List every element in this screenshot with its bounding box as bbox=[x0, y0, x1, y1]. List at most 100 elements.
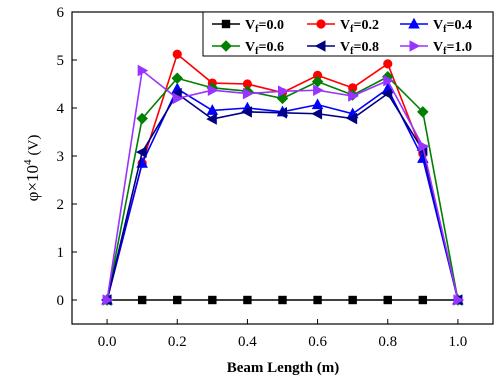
x-tick-label: 0.6 bbox=[308, 334, 327, 350]
svg-text:φ×104(V): φ×104 (V) bbox=[22, 135, 42, 202]
legend-label-sub: f bbox=[443, 24, 447, 35]
legend-label-rest: =0.2 bbox=[353, 18, 378, 33]
data-point bbox=[383, 59, 393, 69]
legend-label-base: V bbox=[340, 18, 350, 33]
data-point bbox=[313, 84, 324, 97]
y-axis: 0 1 2 3 4 5 6 bbox=[57, 5, 77, 309]
data-point bbox=[453, 294, 465, 306]
x-tick-label: 0.0 bbox=[98, 334, 117, 350]
data-point bbox=[241, 106, 252, 118]
data-point bbox=[137, 295, 147, 305]
legend-item: Vf=0.2 bbox=[307, 18, 379, 35]
legend-item: Vf=0.8 bbox=[307, 40, 379, 57]
legend-box bbox=[202, 11, 494, 57]
series-line bbox=[106, 69, 459, 301]
legend-label: Vf=0.2 bbox=[340, 18, 379, 35]
data-point bbox=[207, 84, 219, 97]
data-point bbox=[348, 295, 357, 305]
data-point bbox=[417, 106, 429, 118]
y-tick-label: 6 bbox=[57, 5, 65, 21]
legend-item: Vf=0.0 bbox=[212, 18, 284, 35]
data-point bbox=[171, 72, 184, 85]
legend-label-base: V bbox=[245, 40, 255, 55]
data-point bbox=[173, 295, 182, 305]
legend-label-sub: f bbox=[443, 46, 447, 57]
data-point bbox=[276, 107, 288, 119]
y-axis-title-exponent: 4 bbox=[22, 159, 34, 165]
legend-label-base: V bbox=[433, 18, 443, 33]
data-point bbox=[208, 295, 217, 305]
series-layer bbox=[100, 49, 465, 306]
data-point bbox=[276, 92, 289, 105]
data-point bbox=[348, 90, 359, 102]
data-point bbox=[277, 85, 289, 97]
x-axis: 0.0 0.2 0.4 0.6 0.8 1.0 bbox=[98, 319, 468, 350]
data-point bbox=[243, 295, 252, 305]
y-tick-label: 3 bbox=[57, 149, 65, 165]
legend-label: Vf=0.4 bbox=[433, 18, 472, 35]
x-axis-title: Beam Length (m) bbox=[227, 360, 340, 376]
plot-frame bbox=[71, 11, 494, 325]
legend-label-rest: =0.4 bbox=[446, 18, 471, 33]
series-vf-0-0 bbox=[102, 295, 463, 305]
legend-marker bbox=[408, 17, 420, 29]
legend-label-sub: f bbox=[255, 46, 259, 57]
legend-marker bbox=[220, 40, 232, 52]
x-tick-label: 0.4 bbox=[238, 334, 257, 350]
legend-marker bbox=[221, 19, 231, 29]
x-tick-label: 0.8 bbox=[378, 334, 397, 350]
data-point bbox=[313, 295, 322, 305]
data-point bbox=[311, 75, 324, 88]
legend-label-sub: f bbox=[350, 46, 354, 57]
data-point bbox=[311, 107, 323, 120]
data-point bbox=[136, 112, 148, 125]
data-point bbox=[206, 113, 217, 125]
data-point bbox=[383, 74, 394, 87]
legend-label-rest: =0.8 bbox=[353, 40, 378, 55]
legend-marker bbox=[314, 40, 326, 52]
data-point bbox=[418, 140, 430, 153]
data-point bbox=[102, 294, 114, 306]
data-point bbox=[278, 295, 287, 305]
x-tick-label: 0.2 bbox=[168, 334, 187, 350]
legend-label-sub: f bbox=[255, 24, 259, 35]
y-tick-label: 0 bbox=[57, 293, 65, 309]
legend-item: Vf=0.4 bbox=[400, 17, 472, 35]
legend-label-sub: f bbox=[350, 24, 354, 35]
data-point bbox=[381, 87, 393, 100]
legend-label: Vf=0.8 bbox=[340, 40, 379, 57]
legend-label-base: V bbox=[245, 18, 255, 33]
y-tick-label: 1 bbox=[57, 245, 65, 261]
legend-label-base: V bbox=[340, 40, 350, 55]
series-vf-1-0 bbox=[102, 64, 465, 306]
y-tick-label: 4 bbox=[57, 101, 65, 117]
data-point bbox=[242, 87, 254, 100]
data-point bbox=[346, 112, 358, 125]
y-axis-title: φ×104 (V) bbox=[22, 135, 42, 202]
legend-marker bbox=[316, 19, 326, 29]
data-point bbox=[172, 49, 182, 59]
y-axis-title-symbol: φ×10 bbox=[23, 165, 42, 201]
legend-label: Vf=1.0 bbox=[433, 40, 472, 57]
data-point bbox=[206, 104, 219, 115]
data-point bbox=[135, 146, 147, 158]
legend-item: Vf=0.6 bbox=[212, 40, 284, 57]
y-tick-label: 5 bbox=[57, 53, 65, 69]
data-point bbox=[383, 295, 392, 305]
x-tick-label: 1.0 bbox=[449, 334, 468, 350]
legend-label-rest: =0.0 bbox=[258, 18, 283, 33]
data-point bbox=[137, 64, 149, 77]
y-axis-title-unit: (V) bbox=[26, 135, 42, 156]
legend-item: Vf=1.0 bbox=[400, 40, 472, 57]
data-point bbox=[418, 295, 428, 305]
legend-label-rest: =1.0 bbox=[446, 40, 471, 55]
legend: Vf=0.0 Vf=0.2 Vf=0.4Vf=0.6 Vf=0.8 Vf=1.0 bbox=[202, 11, 494, 57]
data-point bbox=[311, 98, 324, 110]
y-tick-label: 2 bbox=[57, 197, 65, 213]
legend-label-rest: =0.6 bbox=[258, 40, 283, 55]
legend-label-base: V bbox=[433, 40, 443, 55]
legend-label: Vf=0.6 bbox=[245, 40, 284, 57]
legend-marker bbox=[409, 40, 421, 52]
legend-label: Vf=0.0 bbox=[245, 18, 284, 35]
